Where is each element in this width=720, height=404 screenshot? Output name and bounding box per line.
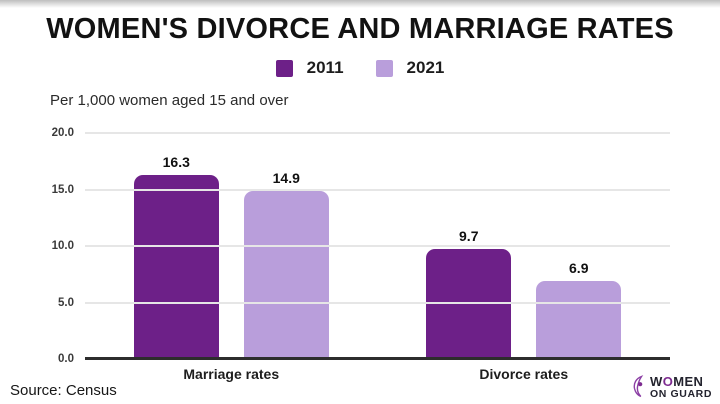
x-category-label-divorce-rates: Divorce rates	[479, 366, 569, 382]
bar-groups: 16.3 14.9 9.7 6.9	[85, 133, 670, 359]
brand-line1: WOMEN	[650, 375, 712, 388]
legend-label-2011: 2011	[306, 58, 344, 77]
plot-area: 16.3 14.9 9.7 6.9 0.0 5.0 10.0 15.0 20.0	[52, 127, 670, 365]
axis-unit-note: Per 1,000 women aged 15 and over	[50, 92, 289, 109]
x-axis-category-labels: Marriage rates Divorce rates	[85, 366, 670, 382]
legend-swatch-2021	[375, 59, 393, 77]
bar-group-divorce-rates: 9.7 6.9	[378, 133, 671, 359]
woman-silhouette-icon	[633, 375, 644, 398]
source-note: Source: Census	[10, 382, 117, 399]
y-tick-label-10.0: 10.0	[51, 240, 74, 252]
legend-item-2011: 2011	[275, 58, 344, 78]
brand-letter: W	[650, 373, 663, 389]
bar-value-label: 9.7	[459, 228, 479, 245]
bar-2021-divorce-rates: 6.9	[536, 260, 622, 359]
legend-swatch-2011	[275, 59, 293, 77]
brand-wordmark: WOMEN ON GUARD	[650, 375, 712, 400]
gridline-10.0	[85, 245, 670, 247]
legend-item-2021: 2021	[375, 58, 445, 78]
gridline-15.0	[85, 188, 670, 191]
bar-value-label: 16.3	[162, 153, 190, 170]
y-tick-label-15.0: 15.0	[51, 183, 74, 196]
bar-2021-marriage-rates: 14.9	[243, 170, 329, 359]
gridline-20.0	[85, 132, 670, 134]
top-edge-artifact	[0, 0, 720, 8]
bar-2011-divorce-rates: 9.7	[426, 228, 512, 359]
bar-group-marriage-rates: 16.3 14.9	[85, 133, 378, 359]
legend: 2011 2021	[0, 58, 720, 78]
bar-value-label: 14.9	[272, 169, 300, 186]
x-axis-line	[85, 357, 670, 360]
legend-label-2021: 2021	[406, 58, 445, 77]
brand-line2: ON GUARD	[650, 387, 712, 400]
bar-value-label: 6.9	[569, 260, 589, 277]
y-tick-label-0.0: 0.0	[58, 353, 74, 365]
gridline-5.0	[85, 301, 670, 304]
chart-title: WOMEN'S DIVORCE AND MARRIAGE RATES	[46, 13, 674, 45]
bar-2011-marriage-rates: 16.3	[133, 154, 219, 359]
y-tick-label-20.0: 20.0	[51, 127, 74, 139]
x-category-label-marriage-rates: Marriage rates	[183, 366, 280, 382]
brand-letters: MEN	[673, 373, 704, 389]
brand-letter-o: O	[662, 373, 674, 389]
brand-logo: WOMEN ON GUARD	[630, 375, 712, 400]
y-tick-label-5.0: 5.0	[58, 296, 74, 309]
